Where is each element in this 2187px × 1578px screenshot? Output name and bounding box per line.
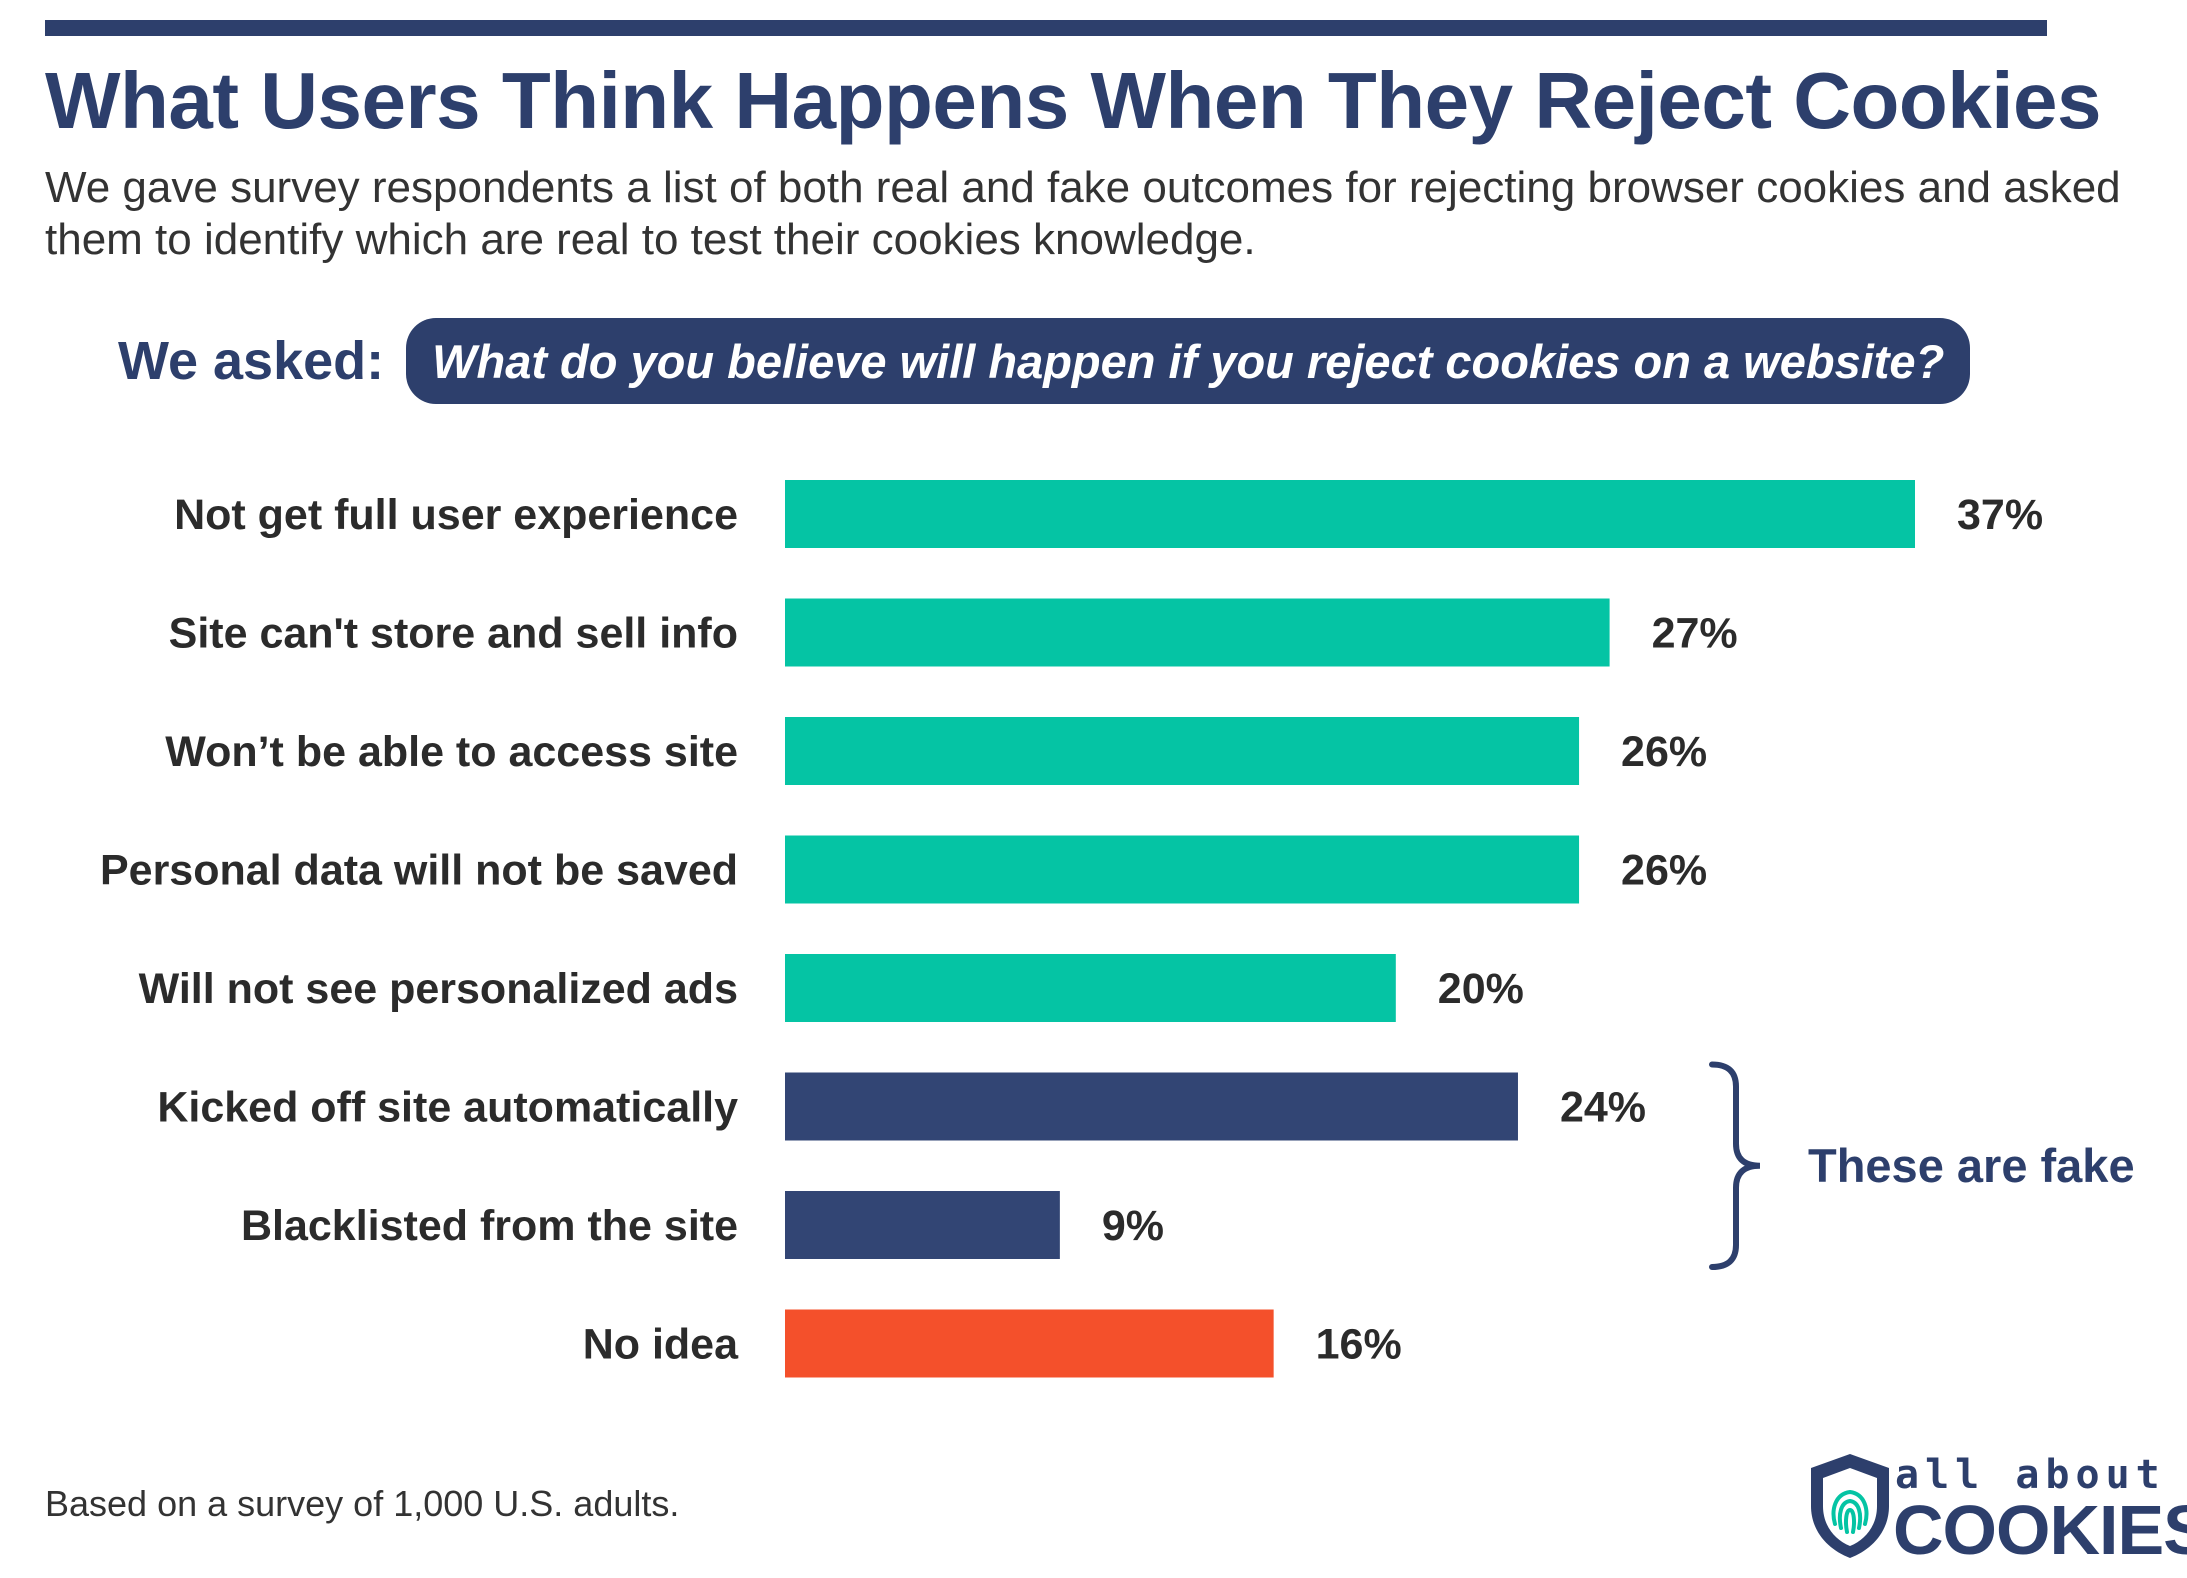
category-label: Personal data will not be saved (100, 847, 738, 895)
value-label: 27% (1652, 610, 1738, 658)
category-label: Won’t be able to access site (165, 728, 738, 776)
footnote: Based on a survey of 1,000 U.S. adults. (45, 1483, 680, 1524)
bar (785, 954, 1396, 1022)
category-label: No idea (583, 1321, 739, 1369)
question-label: We asked: (118, 331, 385, 391)
question-row: We asked: What do you believe will happe… (118, 318, 1971, 404)
chart-title: What Users Think Happens When They Rejec… (45, 56, 2101, 145)
bar (785, 480, 1915, 548)
value-label: 26% (1621, 728, 1707, 776)
top-rule (45, 20, 2047, 36)
fake-annotation: These are fake (1808, 1139, 2135, 1192)
bar (785, 1072, 1518, 1141)
value-label: 37% (1957, 491, 2043, 539)
category-label: Blacklisted from the site (241, 1202, 738, 1250)
logo-line2: COOKIES (1893, 1491, 2187, 1569)
bar-chart: Not get full user experience 37% Site can'… (100, 480, 2135, 1378)
value-label: 24% (1560, 1084, 1646, 1132)
category-label: Site can't store and sell info (169, 610, 738, 658)
bar (785, 1309, 1274, 1378)
bar (785, 1191, 1060, 1259)
value-label: 20% (1438, 965, 1524, 1013)
category-label: Not get full user experience (174, 491, 738, 539)
value-label: 9% (1102, 1202, 1164, 1250)
shield-fingerprint-icon (1811, 1454, 1889, 1558)
category-label: Kicked off site automatically (157, 1084, 738, 1132)
bar (785, 717, 1580, 785)
logo: all about COOKIES (1805, 1450, 2187, 1569)
question-pill: What do you believe will happen if you r… (406, 318, 1971, 404)
chart-subtitle: We gave survey respondents a list of bot… (45, 163, 2121, 264)
bar (785, 835, 1580, 904)
bar (785, 598, 1610, 667)
fake-brace (1709, 1061, 1761, 1270)
value-label: 16% (1316, 1321, 1402, 1369)
value-label: 26% (1621, 847, 1707, 895)
logo-line1: all about (1895, 1452, 2166, 1498)
category-label: Will not see personalized ads (139, 965, 738, 1013)
